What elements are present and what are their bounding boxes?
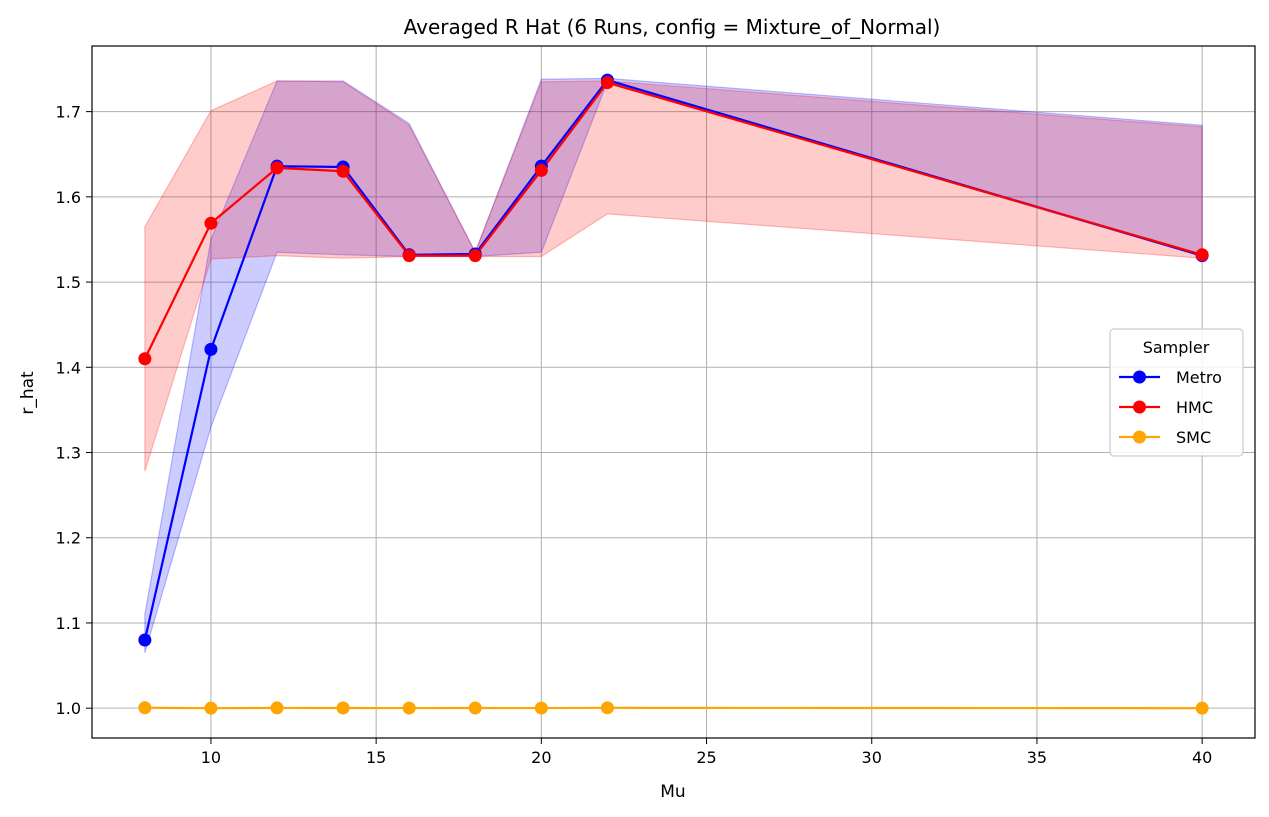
smc-point — [1195, 701, 1209, 715]
legend-metro-label: Metro — [1176, 368, 1222, 387]
legend-box — [1109, 328, 1244, 457]
legend-entries: Metro HMC SMC — [1119, 368, 1222, 447]
smc-point — [336, 701, 350, 715]
x-tick-label: 35 — [1027, 748, 1047, 767]
x-tick-label: 20 — [531, 748, 551, 767]
chart-title: Averaged R Hat (6 Runs, config = Mixture… — [404, 15, 941, 39]
legend-metro-marker — [1133, 370, 1146, 384]
legend-hmc-marker — [1133, 400, 1146, 414]
x-tick-label: 15 — [366, 748, 386, 767]
y-tick-label: 1.1 — [56, 614, 81, 633]
plot-frame — [91, 45, 1256, 739]
hmc-band — [144, 80, 1203, 472]
smc-point — [270, 701, 284, 715]
hmc-point — [1195, 248, 1209, 262]
smc-point — [204, 701, 218, 715]
confidence-bands — [144, 77, 1203, 653]
grid — [92, 46, 1255, 738]
x-tick-label: 25 — [696, 748, 716, 767]
legend: Sampler Metro HMC SMC — [1109, 328, 1244, 457]
hmc-point — [600, 76, 614, 90]
metro-point — [204, 342, 218, 356]
y-tick-label: 1.7 — [56, 103, 81, 122]
hmc-point — [468, 249, 482, 263]
hmc-point — [270, 161, 284, 175]
legend-title: Sampler — [1143, 338, 1210, 357]
legend-hmc-label: HMC — [1176, 398, 1213, 417]
y-tick-label: 1.4 — [56, 358, 81, 377]
metro-point — [138, 633, 152, 647]
hmc-point — [138, 352, 152, 366]
x-tick-label: 30 — [862, 748, 882, 767]
y-axis-label: r_hat — [18, 371, 38, 415]
y-tick-label: 1.5 — [56, 273, 81, 292]
smc-point — [402, 701, 416, 715]
hmc-point — [402, 249, 416, 263]
y-tick-label: 1.0 — [56, 699, 81, 718]
x-axis-label: Mu — [660, 782, 685, 802]
axis-ticks: 10 15 20 25 30 35 40 1.0 1.1 1.2 1.3 1.4 1.5 1.6 1.7 — [56, 103, 1213, 767]
y-tick-label: 1.2 — [56, 529, 81, 548]
smc-point — [468, 701, 482, 715]
hmc-point — [336, 164, 350, 178]
hmc-point — [534, 163, 548, 177]
legend-smc-label: SMC — [1176, 428, 1211, 447]
y-tick-label: 1.3 — [56, 444, 81, 463]
y-tick-label: 1.6 — [56, 188, 81, 207]
smc-point — [534, 701, 548, 715]
smc-point — [600, 701, 614, 715]
legend-smc-marker — [1133, 430, 1146, 444]
smc-point — [138, 701, 152, 715]
x-tick-label: 10 — [201, 748, 221, 767]
series-points — [138, 73, 1209, 715]
hmc-point — [204, 216, 218, 230]
x-tick-label: 40 — [1192, 748, 1212, 767]
